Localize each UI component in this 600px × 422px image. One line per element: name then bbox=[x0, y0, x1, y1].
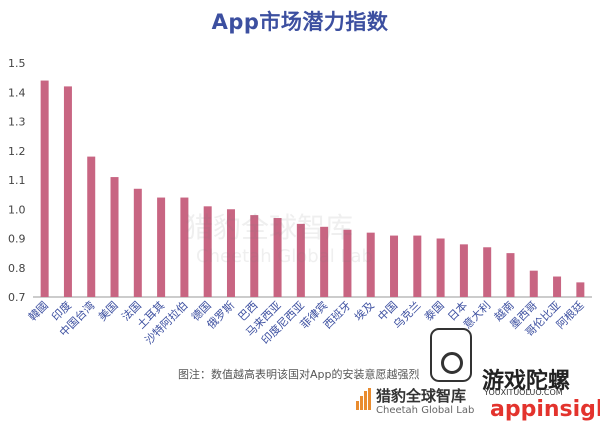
y-tick-label: 1.4 bbox=[8, 86, 26, 99]
bar bbox=[390, 235, 399, 297]
watermark-logo-icon bbox=[430, 328, 472, 382]
x-tick-label: 美国 bbox=[96, 299, 121, 324]
bar bbox=[529, 270, 538, 297]
y-tick-label: 0.7 bbox=[8, 291, 26, 304]
bar bbox=[576, 282, 585, 297]
bar bbox=[87, 156, 96, 297]
bar bbox=[273, 218, 282, 297]
chart-title: App市场潜力指数 bbox=[211, 10, 389, 34]
x-tick-label: 韓國 bbox=[26, 299, 51, 324]
watermark-center-cn: 猎豹全球智库 bbox=[185, 211, 354, 244]
bar bbox=[226, 209, 235, 297]
y-tick-label: 0.9 bbox=[8, 233, 26, 246]
y-tick-label: 1.5 bbox=[8, 57, 26, 70]
y-tick-label: 1.2 bbox=[8, 145, 26, 158]
watermark-url: YOUXITUOLUO.COM bbox=[484, 388, 563, 397]
brand-name-cn: 猎豹全球智库 bbox=[376, 387, 467, 405]
bar bbox=[459, 244, 468, 297]
bar bbox=[366, 232, 375, 297]
bar bbox=[133, 188, 142, 297]
bar bbox=[110, 177, 119, 297]
y-tick-label: 1.0 bbox=[8, 203, 26, 216]
brand-name-en: Cheetah Global Lab bbox=[376, 405, 475, 416]
bar bbox=[436, 238, 445, 297]
brand-bars-icon bbox=[356, 388, 372, 410]
bar bbox=[506, 253, 515, 297]
bar bbox=[343, 229, 352, 297]
x-tick-label: 埃及 bbox=[351, 298, 376, 323]
bar bbox=[483, 247, 492, 297]
bar bbox=[180, 197, 189, 297]
watermark-site-name: 游戏陀螺 bbox=[482, 369, 571, 394]
bar bbox=[203, 206, 212, 297]
watermark-appinsight: appinsight bbox=[490, 397, 600, 422]
y-tick-label: 0.8 bbox=[8, 262, 26, 275]
bar bbox=[40, 80, 49, 297]
bar bbox=[413, 235, 422, 297]
bar bbox=[250, 215, 259, 297]
x-tick-label: 泰国 bbox=[421, 298, 446, 323]
watermark-center-en: Cheetah Global Lab bbox=[196, 246, 373, 267]
y-tick-label: 1.1 bbox=[8, 174, 26, 187]
y-tick-label: 1.3 bbox=[8, 116, 26, 129]
bar bbox=[63, 86, 72, 298]
bar bbox=[296, 223, 305, 297]
bar bbox=[157, 197, 166, 297]
chart-note: 图注：数值越高表明该国对App的安装意愿越强烈 bbox=[178, 368, 420, 381]
bar bbox=[553, 276, 562, 297]
bar bbox=[320, 226, 329, 297]
